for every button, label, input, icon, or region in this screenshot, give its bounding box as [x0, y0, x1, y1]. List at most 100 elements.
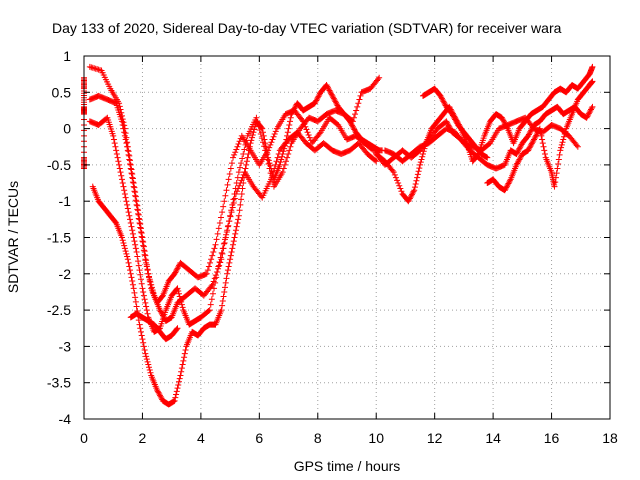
- data-point: [515, 157, 522, 164]
- data-point: [131, 238, 138, 245]
- data-point: [250, 129, 257, 136]
- data-point: [231, 195, 238, 202]
- data-point: [306, 134, 313, 141]
- data-point: [265, 157, 272, 164]
- data-point: [238, 160, 245, 167]
- data-point: [157, 393, 164, 400]
- data-point: [121, 245, 128, 252]
- data-point: [446, 123, 453, 130]
- data-point: [126, 156, 133, 163]
- data-point: [561, 131, 568, 138]
- data-point: [551, 183, 558, 190]
- data-point: [136, 219, 143, 226]
- data-point: [533, 132, 540, 139]
- data-point: [212, 241, 219, 248]
- data-point: [126, 212, 133, 219]
- data-point: [528, 126, 535, 133]
- y-tick-label: 0: [63, 121, 71, 137]
- data-point: [133, 249, 140, 256]
- data-point: [445, 122, 452, 129]
- data-point: [449, 111, 456, 118]
- data-point: [325, 84, 332, 91]
- data-point: [280, 165, 287, 172]
- data-point: [514, 148, 521, 155]
- data-point: [292, 104, 299, 111]
- data-point: [528, 141, 535, 148]
- data-point: [178, 368, 185, 375]
- data-point: [405, 198, 412, 205]
- data-point: [409, 191, 416, 198]
- data-point: [127, 165, 134, 172]
- data-point: [132, 192, 139, 199]
- data-point: [277, 159, 284, 166]
- data-marks: [81, 63, 596, 408]
- data-point: [372, 157, 379, 164]
- data-point: [116, 165, 123, 172]
- data-point: [218, 307, 225, 314]
- data-point: [228, 249, 235, 256]
- data-point: [333, 101, 340, 108]
- data-point: [533, 131, 540, 138]
- data-point: [516, 145, 523, 152]
- x-tick-label: 12: [427, 430, 443, 446]
- data-point: [122, 130, 129, 137]
- data-point: [376, 74, 383, 81]
- data-point: [174, 325, 181, 332]
- data-point: [126, 263, 133, 270]
- data-point: [124, 143, 131, 150]
- data-point: [263, 147, 270, 154]
- data-point: [286, 147, 293, 154]
- data-point: [118, 172, 125, 179]
- data-point: [238, 196, 245, 203]
- data-point: [273, 158, 280, 165]
- data-point: [232, 230, 239, 237]
- data-point: [211, 285, 218, 292]
- data-point: [416, 165, 423, 172]
- data-point: [135, 215, 142, 222]
- data-point: [205, 308, 212, 315]
- axis-ticks: 0 2 4 6 8 10 12 14 16 18-4-3.5-3-2.5-2-1.5-1-0.50…: [47, 48, 618, 446]
- data-point: [132, 245, 139, 252]
- data-point: [258, 124, 265, 131]
- data-point: [246, 143, 253, 150]
- data-point: [537, 129, 544, 136]
- data-point: [127, 219, 134, 226]
- data-point: [504, 181, 511, 188]
- data-point: [282, 140, 289, 147]
- data-point: [136, 267, 143, 274]
- data-point: [268, 168, 275, 175]
- data-point: [225, 263, 232, 270]
- data-point: [229, 245, 236, 252]
- data-point: [234, 143, 241, 150]
- data-point: [124, 256, 131, 263]
- data-point: [584, 113, 591, 120]
- data-point: [226, 259, 233, 266]
- data-point: [129, 278, 136, 285]
- data-point: [556, 151, 563, 158]
- data-point: [156, 392, 163, 399]
- data-point: [559, 139, 566, 146]
- data-point: [529, 139, 536, 146]
- data-point: [267, 141, 274, 148]
- data-point: [406, 195, 413, 202]
- data-point: [412, 180, 419, 187]
- data-point: [438, 95, 445, 102]
- data-point: [291, 105, 298, 112]
- data-point: [226, 170, 233, 177]
- data-point: [119, 237, 126, 244]
- data-point: [414, 171, 421, 178]
- data-point: [114, 154, 121, 161]
- data-point: [227, 256, 234, 263]
- data-point: [122, 248, 129, 255]
- data-point: [278, 156, 285, 163]
- data-point: [266, 160, 273, 167]
- data-point: [158, 395, 165, 402]
- data-point: [501, 187, 508, 194]
- data-point: [174, 385, 181, 392]
- data-point: [116, 161, 123, 168]
- data-point: [439, 97, 446, 104]
- data-point: [155, 389, 162, 396]
- data-point: [134, 206, 141, 213]
- data-point: [223, 187, 230, 194]
